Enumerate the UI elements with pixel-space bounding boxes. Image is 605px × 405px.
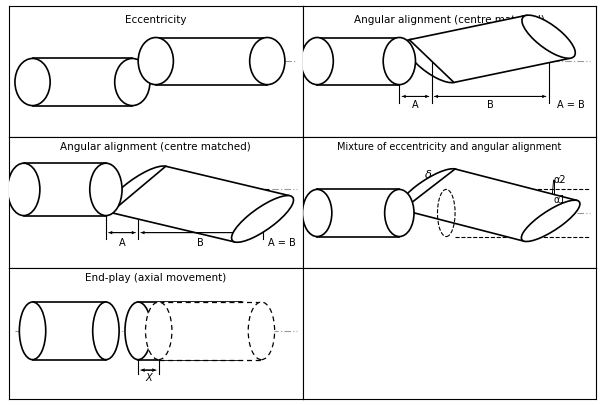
Ellipse shape bbox=[399, 169, 458, 210]
Ellipse shape bbox=[383, 38, 416, 85]
Text: α: α bbox=[555, 44, 562, 54]
Text: Mixture of eccentricity and angular alignment: Mixture of eccentricity and angular alig… bbox=[337, 142, 561, 152]
Text: α: α bbox=[269, 199, 276, 209]
Text: B: B bbox=[487, 100, 494, 110]
Ellipse shape bbox=[138, 38, 174, 85]
Polygon shape bbox=[402, 169, 577, 241]
Text: Angular alignment (centre matched): Angular alignment (centre matched) bbox=[354, 15, 544, 25]
Ellipse shape bbox=[250, 38, 285, 85]
Text: Angular alignment (centre matched): Angular alignment (centre matched) bbox=[60, 142, 251, 152]
Polygon shape bbox=[33, 58, 132, 106]
Text: A = B: A = B bbox=[557, 100, 585, 110]
Ellipse shape bbox=[8, 163, 40, 215]
Ellipse shape bbox=[125, 302, 151, 360]
Ellipse shape bbox=[302, 190, 332, 237]
Text: α1: α1 bbox=[554, 195, 566, 205]
Polygon shape bbox=[111, 166, 290, 242]
Polygon shape bbox=[24, 163, 106, 215]
Polygon shape bbox=[138, 302, 241, 360]
Ellipse shape bbox=[146, 302, 172, 360]
Ellipse shape bbox=[90, 163, 122, 215]
Ellipse shape bbox=[107, 166, 169, 213]
Polygon shape bbox=[410, 15, 571, 83]
Text: α2: α2 bbox=[554, 175, 566, 185]
Text: A: A bbox=[119, 238, 125, 248]
Text: δ: δ bbox=[150, 66, 157, 77]
Text: Eccentricity: Eccentricity bbox=[125, 15, 186, 25]
Polygon shape bbox=[33, 302, 106, 360]
Polygon shape bbox=[156, 38, 267, 85]
Text: B: B bbox=[197, 238, 204, 248]
Text: X: X bbox=[145, 373, 152, 383]
Ellipse shape bbox=[15, 58, 50, 106]
Ellipse shape bbox=[93, 302, 119, 360]
Ellipse shape bbox=[227, 302, 254, 360]
Polygon shape bbox=[159, 302, 261, 360]
Polygon shape bbox=[317, 38, 399, 85]
Ellipse shape bbox=[301, 38, 333, 85]
Ellipse shape bbox=[522, 200, 580, 241]
Ellipse shape bbox=[405, 40, 459, 83]
Polygon shape bbox=[317, 190, 399, 237]
Text: A: A bbox=[412, 100, 419, 110]
Ellipse shape bbox=[115, 58, 150, 106]
Ellipse shape bbox=[385, 190, 414, 237]
Ellipse shape bbox=[232, 196, 293, 242]
Text: End-play (axial movement): End-play (axial movement) bbox=[85, 273, 226, 283]
Text: δ: δ bbox=[425, 170, 432, 180]
Text: A = B: A = B bbox=[269, 238, 296, 248]
Ellipse shape bbox=[522, 15, 575, 58]
Ellipse shape bbox=[19, 302, 46, 360]
Ellipse shape bbox=[248, 302, 275, 360]
